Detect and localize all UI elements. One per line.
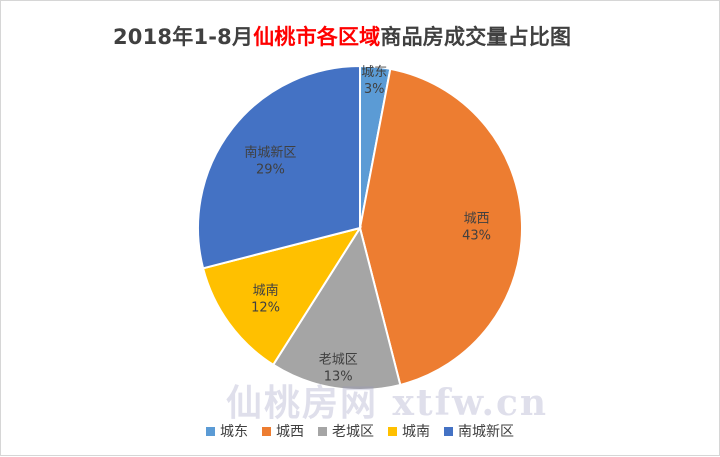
slice-name-label: 南城新区 <box>244 145 296 161</box>
legend-item: 城南 <box>388 421 430 441</box>
slice-percent-label: 43% <box>462 228 491 243</box>
slice-percent-label: 12% <box>251 301 280 316</box>
legend-swatch <box>318 426 327 436</box>
legend-label: 城西 <box>276 424 304 440</box>
slice-name-label: 城南 <box>253 283 279 299</box>
pie-slice <box>271 225 402 391</box>
legend-label: 南城新区 <box>458 424 514 440</box>
legend-swatch <box>262 426 271 436</box>
legend-label: 城南 <box>402 424 430 440</box>
legend-item: 老城区 <box>318 421 374 441</box>
chart-title: 2018年1-8月仙桃市各区域商品房成交量占比图 <box>113 21 571 51</box>
chart-legend: 城东 城西 老城区 城南 南城新区 <box>1 421 719 441</box>
slice-name-label: 城西 <box>464 211 490 226</box>
chart-title-highlight: 仙桃市各区域 <box>253 25 381 49</box>
pie-slice <box>197 64 361 270</box>
legend-swatch <box>444 426 453 436</box>
legend-item: 城东 <box>206 421 248 441</box>
watermark: 仙桃房网 xtfw.cn <box>226 382 549 424</box>
legend-swatch <box>206 426 215 436</box>
slice-percent-label: 3% <box>364 82 385 97</box>
pie-slice <box>201 226 363 367</box>
chart-title-prefix: 2018年1-8月 <box>113 25 254 49</box>
legend-item: 城西 <box>262 421 304 441</box>
chart-title-suffix: 商品房成交量占比图 <box>380 25 572 49</box>
slice-percent-label: 13% <box>324 370 353 385</box>
pie-slice <box>358 67 523 387</box>
slice-name-label: 老城区 <box>319 353 358 368</box>
legend-swatch <box>388 426 397 436</box>
legend-label: 城东 <box>220 424 248 440</box>
legend-label: 老城区 <box>332 424 374 440</box>
legend-item: 南城新区 <box>444 421 514 441</box>
slice-percent-label: 29% <box>256 163 285 178</box>
slice-name-label: 城东 <box>361 65 387 80</box>
